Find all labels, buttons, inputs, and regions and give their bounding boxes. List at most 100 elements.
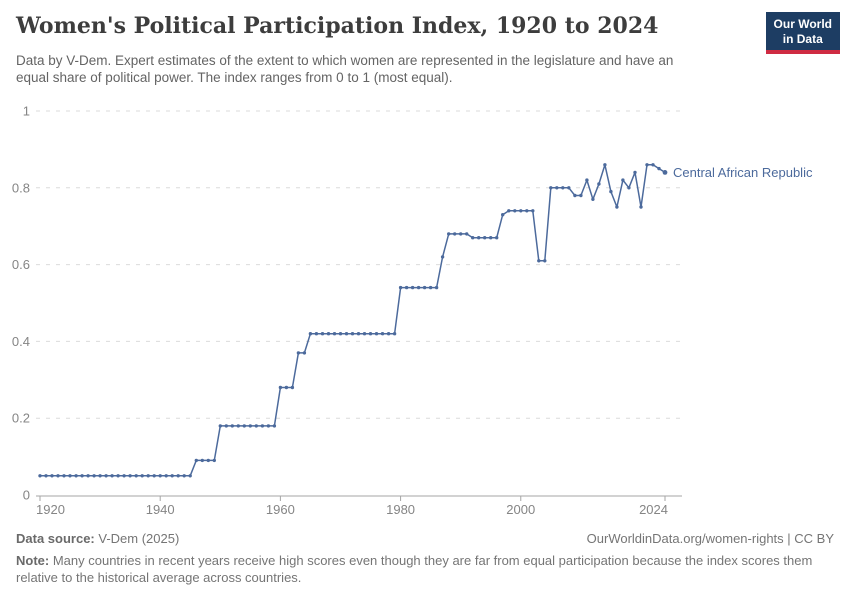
data-point xyxy=(296,351,301,355)
data-point xyxy=(386,332,391,336)
data-point xyxy=(44,474,48,478)
data-point xyxy=(645,163,649,167)
data-point xyxy=(621,178,625,182)
data-point xyxy=(38,474,42,478)
data-point xyxy=(422,285,427,290)
data-point xyxy=(561,186,565,190)
data-point xyxy=(543,259,547,263)
data-point xyxy=(585,178,589,182)
data-point xyxy=(98,474,102,478)
data-point xyxy=(549,186,553,190)
data-point xyxy=(278,385,283,390)
data-point xyxy=(567,186,571,190)
data-point xyxy=(80,474,84,478)
data-point xyxy=(266,424,271,428)
data-point xyxy=(633,170,637,175)
data-point xyxy=(507,209,511,213)
data-point xyxy=(242,424,246,428)
data-point xyxy=(579,193,583,198)
data-point xyxy=(362,332,367,336)
data-point xyxy=(662,170,668,175)
data-point xyxy=(537,259,541,263)
data-point xyxy=(170,474,174,478)
x-tick-label: 2000 xyxy=(506,502,535,517)
series-central-african-republic[interactable] xyxy=(38,163,668,478)
data-point xyxy=(272,424,277,428)
data-point xyxy=(236,424,240,428)
data-point xyxy=(573,193,577,198)
data-point xyxy=(164,474,168,478)
data-point xyxy=(513,209,517,213)
attribution-link[interactable]: OurWorldinData.org/women-rights | CC BY xyxy=(586,531,834,546)
data-point xyxy=(597,182,601,186)
data-point xyxy=(122,474,126,478)
data-point xyxy=(224,424,228,428)
data-point xyxy=(302,351,307,355)
data-point xyxy=(356,332,361,336)
x-axis: 1920 1940 1960 1980 2000 2024 xyxy=(36,495,682,517)
data-point xyxy=(477,236,481,240)
data-point xyxy=(447,232,451,236)
data-point xyxy=(410,285,415,290)
data-point xyxy=(380,332,385,336)
data-point xyxy=(627,186,631,190)
entity-label[interactable]: Central African Republic xyxy=(673,165,813,180)
data-point xyxy=(416,285,421,290)
data-source-value: V-Dem (2025) xyxy=(98,531,180,546)
data-source-label: Data source: xyxy=(16,531,95,546)
data-point xyxy=(158,474,162,478)
data-point xyxy=(248,424,252,428)
data-point xyxy=(104,474,108,478)
x-tick-label: 1980 xyxy=(386,502,415,517)
data-point xyxy=(495,236,499,240)
data-point xyxy=(314,332,319,336)
y-tick-label: 0 xyxy=(23,488,30,503)
owid-logo[interactable]: Our World in Data xyxy=(765,12,840,54)
y-tick-label: 0.4 xyxy=(12,334,30,349)
data-point xyxy=(374,332,379,336)
data-point xyxy=(609,189,613,194)
y-tick-label: 0.2 xyxy=(12,411,30,426)
data-point xyxy=(591,197,595,201)
data-point xyxy=(200,458,204,463)
note-text: Many countries in recent years receive h… xyxy=(16,553,813,585)
y-tick-label: 0.8 xyxy=(12,180,30,195)
data-point xyxy=(428,285,433,290)
data-point xyxy=(404,285,409,290)
data-point xyxy=(140,474,144,478)
line-chart-canvas: 0 0.2 0.4 0.6 0.8 1 1920 1940 1960 1980 2000 2024 Ce… xyxy=(12,104,813,518)
data-point xyxy=(531,209,535,213)
data-point xyxy=(86,474,90,478)
data-point xyxy=(459,232,463,236)
footer-source-row: Data source: V-Dem (2025) OurWorldinData… xyxy=(16,531,834,546)
data-point xyxy=(603,163,607,167)
data-point xyxy=(50,474,54,478)
data-point xyxy=(74,474,78,478)
data-point xyxy=(332,332,337,336)
data-point xyxy=(615,205,619,209)
data-point xyxy=(344,332,349,336)
data-point xyxy=(290,385,295,390)
chart-subtitle: Data by V-Dem. Expert estimates of the e… xyxy=(16,53,674,85)
data-point xyxy=(188,474,192,478)
data-point xyxy=(134,474,138,478)
y-gridlines: 0 0.2 0.4 0.6 0.8 1 xyxy=(12,104,682,503)
data-point xyxy=(326,332,331,336)
data-point xyxy=(320,332,325,336)
data-source: Data source: V-Dem (2025) xyxy=(16,531,179,546)
data-point xyxy=(212,458,216,463)
data-point xyxy=(194,458,198,463)
note-label: Note: xyxy=(16,553,50,568)
x-tick-label: 1960 xyxy=(266,502,295,517)
y-tick-label: 0.6 xyxy=(12,257,30,272)
data-point xyxy=(116,474,120,478)
chart-note: Note: Many countries in recent years rec… xyxy=(16,552,822,586)
data-point xyxy=(398,285,403,290)
data-point xyxy=(501,213,505,217)
data-point xyxy=(146,474,150,478)
data-point xyxy=(483,236,487,240)
data-point xyxy=(639,205,643,209)
data-point xyxy=(519,209,523,213)
data-point xyxy=(230,424,234,428)
